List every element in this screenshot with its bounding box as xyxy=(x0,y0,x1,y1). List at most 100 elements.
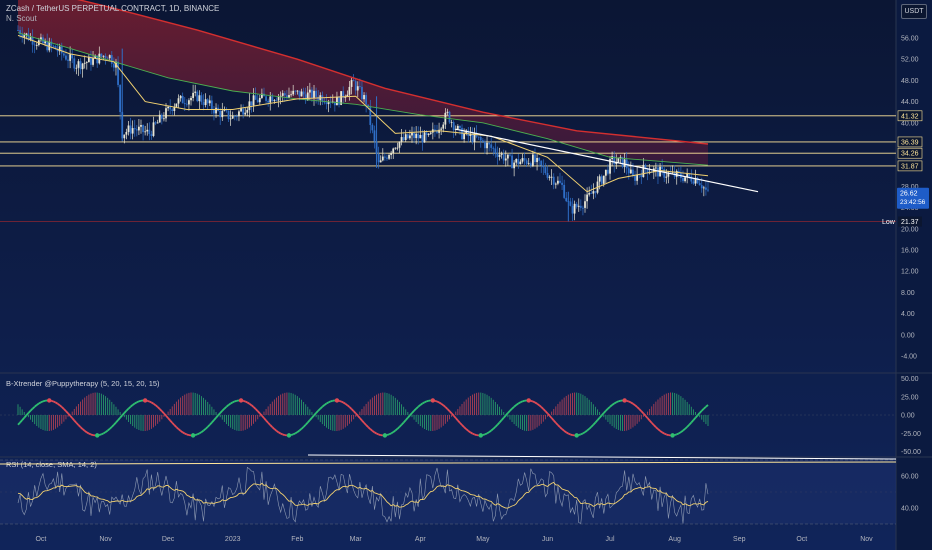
level-price-label: 31.87 xyxy=(901,163,919,170)
osc-line-segment xyxy=(463,426,467,430)
candle-body xyxy=(417,133,420,139)
candle-body xyxy=(415,133,418,139)
candle-body xyxy=(646,168,649,174)
osc-line-segment xyxy=(540,406,544,410)
osc-line-segment xyxy=(180,430,184,434)
osc-line-segment xyxy=(223,406,228,410)
candle-body xyxy=(165,108,167,119)
candle-body xyxy=(623,159,626,167)
y-tick-label: 20.00 xyxy=(901,226,919,233)
candle-body xyxy=(96,55,99,64)
osc-line-segment xyxy=(63,408,67,412)
candle-body xyxy=(340,91,343,105)
osc-line-segment xyxy=(232,400,236,404)
osc-line-segment xyxy=(678,431,682,435)
osc-line-segment xyxy=(250,404,255,408)
candle-body xyxy=(338,97,340,105)
osc-line-segment xyxy=(588,426,592,430)
osc-line-segment xyxy=(138,399,142,403)
osc-line-segment xyxy=(553,419,557,424)
osc-line-segment xyxy=(252,406,257,410)
candle-body xyxy=(625,159,628,169)
osc-line-segment xyxy=(615,400,619,404)
candle-body xyxy=(705,187,707,190)
candle-body xyxy=(367,104,370,107)
osc-line-segment xyxy=(311,414,315,419)
osc-line-segment xyxy=(503,414,507,419)
candle-body xyxy=(698,183,701,186)
candle-body xyxy=(235,116,238,117)
candle-body xyxy=(354,81,357,91)
rsi-line xyxy=(17,466,709,524)
osc-line-segment xyxy=(67,412,71,417)
osc-line-segment xyxy=(305,421,309,426)
candle-body xyxy=(71,54,74,59)
candle-body xyxy=(142,125,144,133)
candle-body xyxy=(306,92,309,101)
candle-body xyxy=(75,67,78,69)
candle-body xyxy=(271,96,274,102)
osc-line-segment xyxy=(150,401,154,405)
osc-line-segment xyxy=(651,422,655,426)
osc-line-segment xyxy=(421,401,425,405)
osc-line-segment xyxy=(326,401,330,405)
x-tick-label: Apr xyxy=(415,536,427,543)
osc-line-segment xyxy=(69,415,73,419)
candle-body xyxy=(79,61,82,70)
candle-body xyxy=(621,156,624,167)
osc-line-segment xyxy=(601,412,605,416)
osc-line-segment xyxy=(648,419,653,424)
osc-signal-dot xyxy=(47,398,52,403)
osc-line-segment xyxy=(632,402,636,406)
candle-body xyxy=(181,95,184,104)
osc-signal-dot xyxy=(190,433,196,438)
candle-body xyxy=(427,133,430,136)
osc-line-segment xyxy=(415,406,419,410)
candle-body xyxy=(584,201,586,208)
candle-body xyxy=(231,116,234,119)
candle-body xyxy=(210,100,213,110)
osc-y-tick-label: -50.00 xyxy=(901,449,921,456)
osc-line-segment xyxy=(42,399,46,403)
candle-body xyxy=(198,95,201,102)
candle-body xyxy=(194,91,197,93)
candle-body xyxy=(221,110,224,118)
candle-body xyxy=(365,95,368,105)
osc-line-segment xyxy=(474,433,477,436)
candle-body xyxy=(413,132,415,139)
candle-body xyxy=(479,137,482,141)
candle-body xyxy=(586,194,588,202)
currency-button[interactable]: USDT xyxy=(901,4,927,19)
candle-body xyxy=(396,147,399,149)
osc-line-segment xyxy=(290,433,294,436)
osc-line-segment xyxy=(298,428,303,432)
candle-body xyxy=(665,176,668,178)
y-tick-label: 28.00 xyxy=(901,184,919,191)
osc-line-segment xyxy=(666,433,669,436)
candle-body xyxy=(277,96,280,101)
osc-line-segment xyxy=(472,432,475,436)
osc-line-segment xyxy=(696,412,701,416)
osc-line-segment xyxy=(307,419,311,424)
candle-body xyxy=(450,122,453,124)
candle-body xyxy=(600,176,603,184)
x-tick-label: 2023 xyxy=(225,536,241,543)
candle-body xyxy=(229,118,232,120)
osc-line-segment xyxy=(38,401,42,405)
candle-body xyxy=(127,125,130,132)
osc-line-segment xyxy=(263,417,267,422)
candle-body xyxy=(452,122,455,130)
osc-line-segment xyxy=(411,410,415,414)
candle-body xyxy=(288,94,290,98)
candle-body xyxy=(634,175,636,181)
osc-line-segment xyxy=(61,406,65,410)
osc-line-segment xyxy=(171,422,176,426)
osc-line-segment xyxy=(273,428,278,432)
candle-body xyxy=(135,129,138,131)
osc-line-segment xyxy=(580,432,584,436)
candle-body xyxy=(557,180,559,184)
x-tick-label: Aug xyxy=(668,536,681,543)
price-axis-background xyxy=(896,0,932,550)
